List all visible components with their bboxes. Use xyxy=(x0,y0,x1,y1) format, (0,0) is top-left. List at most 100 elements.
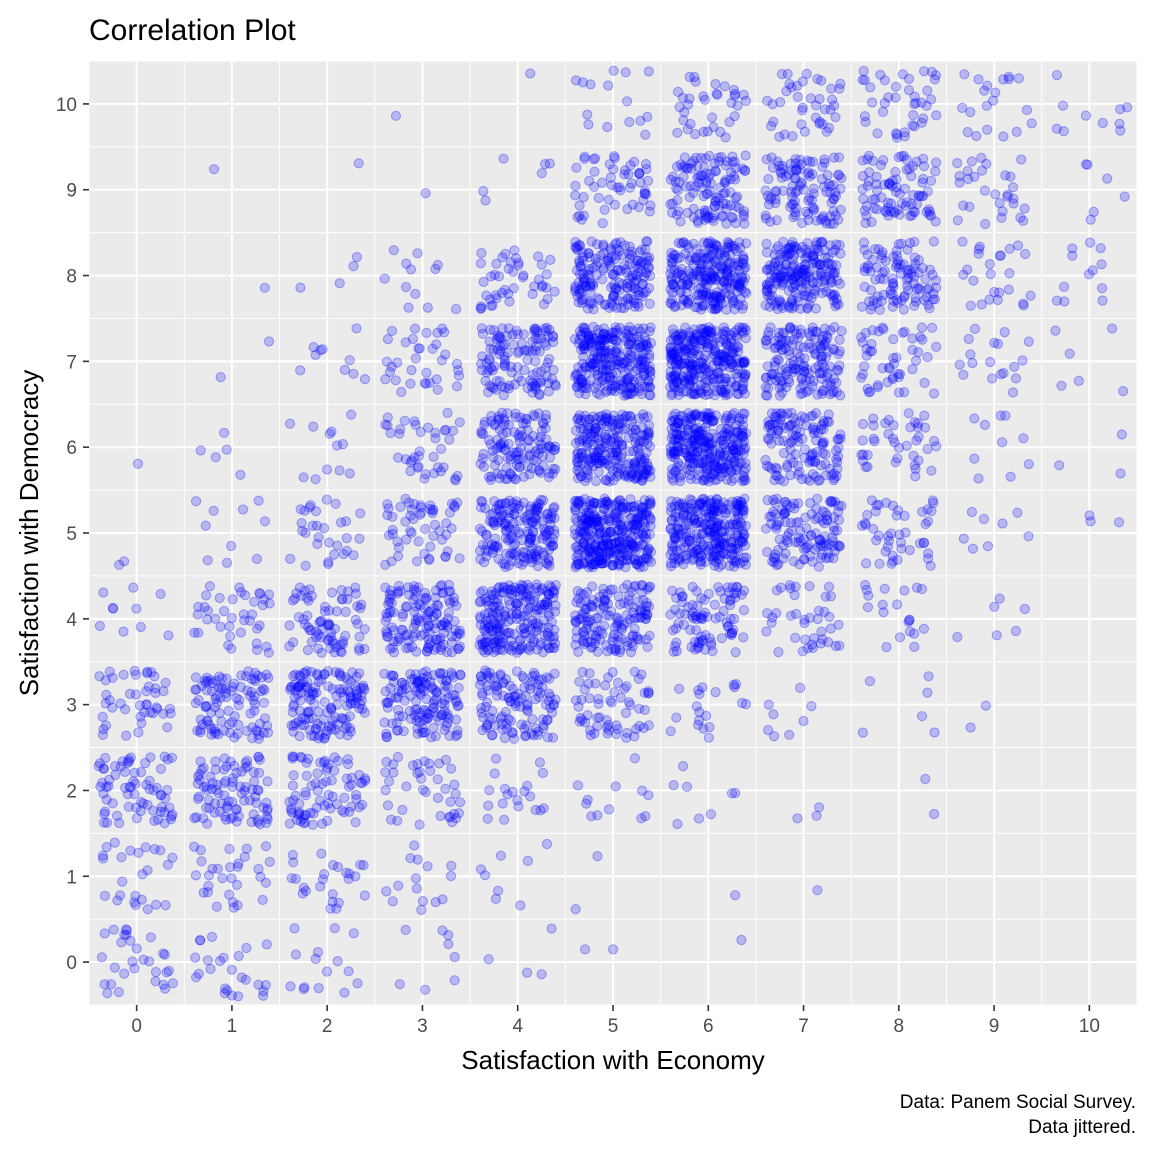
data-point xyxy=(424,377,435,388)
data-point xyxy=(818,538,829,549)
data-point xyxy=(211,697,223,709)
data-point xyxy=(453,682,464,693)
data-point xyxy=(580,944,591,955)
data-point xyxy=(210,693,221,705)
data-point xyxy=(409,416,420,427)
data-point xyxy=(570,904,581,915)
data-point xyxy=(489,361,500,372)
data-point xyxy=(872,380,883,391)
data-point xyxy=(892,599,903,610)
data-point xyxy=(98,853,109,864)
data-point xyxy=(911,435,922,446)
data-point xyxy=(535,687,546,699)
data-point xyxy=(245,708,256,719)
data-point xyxy=(622,636,633,648)
data-point xyxy=(252,817,264,828)
data-point xyxy=(311,723,322,734)
data-point xyxy=(606,697,617,708)
data-point xyxy=(204,803,215,814)
data-point xyxy=(630,580,641,591)
data-point xyxy=(227,717,238,728)
data-point xyxy=(597,334,609,345)
data-point xyxy=(152,703,163,714)
data-point xyxy=(674,683,685,694)
data-point xyxy=(195,756,206,767)
data-point xyxy=(216,683,227,694)
data-point xyxy=(258,697,269,708)
data-point xyxy=(982,541,994,552)
data-point xyxy=(478,276,489,287)
data-point xyxy=(334,465,345,476)
data-point xyxy=(833,442,844,453)
data-point xyxy=(858,418,869,430)
data-point xyxy=(162,754,173,765)
data-point xyxy=(796,411,808,422)
data-point xyxy=(288,720,299,731)
data-point xyxy=(141,779,152,791)
data-point xyxy=(294,731,305,742)
data-point xyxy=(121,730,132,741)
data-point xyxy=(107,798,118,809)
data-point xyxy=(828,540,839,552)
data-point xyxy=(211,901,222,912)
data-point xyxy=(262,805,273,816)
data-point xyxy=(286,873,297,884)
data-point xyxy=(194,769,205,780)
data-point xyxy=(344,355,355,366)
data-point xyxy=(514,436,525,447)
data-point xyxy=(229,711,240,722)
data-point xyxy=(785,610,797,621)
data-point xyxy=(430,433,441,444)
data-point xyxy=(233,991,244,1002)
data-point xyxy=(825,623,836,634)
data-point xyxy=(226,990,237,1001)
data-point xyxy=(225,631,236,642)
data-point xyxy=(477,585,488,597)
data-point xyxy=(901,440,912,451)
data-point xyxy=(298,983,309,995)
data-point xyxy=(528,730,539,741)
data-point xyxy=(312,668,323,679)
data-point xyxy=(337,439,349,450)
data-point xyxy=(1018,433,1029,444)
data-point xyxy=(225,727,236,738)
data-point xyxy=(143,681,154,692)
data-point xyxy=(609,508,620,520)
data-point xyxy=(1084,510,1095,521)
data-point xyxy=(677,591,688,602)
data-point xyxy=(668,780,679,791)
data-point xyxy=(241,671,252,682)
data-point xyxy=(922,352,933,363)
data-point xyxy=(907,364,918,375)
data-point xyxy=(101,689,112,701)
data-point xyxy=(436,443,447,454)
data-point xyxy=(346,409,357,420)
data-point xyxy=(681,781,693,792)
data-point xyxy=(795,328,807,339)
data-point xyxy=(785,517,797,528)
data-point xyxy=(329,623,341,634)
data-point xyxy=(228,902,239,913)
data-point xyxy=(219,753,230,764)
data-point xyxy=(816,626,827,637)
data-point xyxy=(195,714,206,725)
data-point xyxy=(405,526,416,537)
data-point xyxy=(142,799,153,810)
data-point xyxy=(587,601,598,612)
data-point xyxy=(287,595,298,606)
data-point xyxy=(544,452,556,463)
data-point xyxy=(418,714,429,726)
data-point xyxy=(893,387,905,398)
data-point xyxy=(798,715,809,727)
data-point xyxy=(293,716,304,727)
data-point xyxy=(263,336,275,347)
data-point xyxy=(571,597,582,608)
data-point xyxy=(145,752,156,763)
data-point xyxy=(331,799,343,810)
data-point xyxy=(484,336,495,347)
data-point xyxy=(194,935,205,946)
data-point xyxy=(159,949,170,960)
data-point xyxy=(718,387,729,398)
data-point xyxy=(807,556,818,567)
data-point xyxy=(160,900,171,911)
